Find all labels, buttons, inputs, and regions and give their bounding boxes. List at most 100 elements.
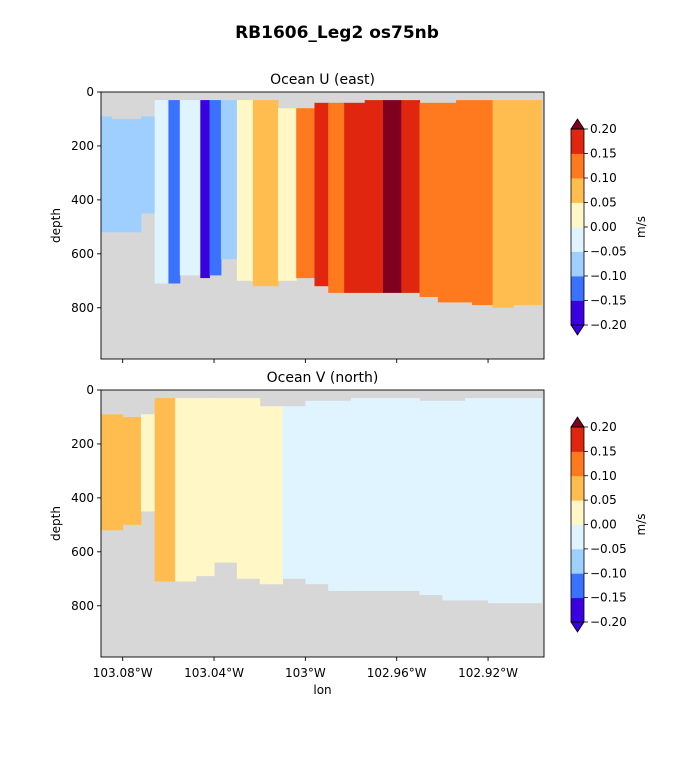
heatmap-cell: [328, 102, 345, 293]
colorbar-segment: [571, 178, 584, 203]
colorbar-segment: [571, 597, 584, 623]
colorbar-label: m/s: [634, 216, 648, 238]
plot-frame: [100, 91, 545, 360]
heatmap-cell: [252, 100, 279, 287]
colorbar-extend-min: [570, 621, 585, 633]
colorbar-tick-label: 0.15: [590, 147, 617, 161]
colorbar-tick-label: −0.10: [590, 566, 627, 580]
colorbar-segment: [571, 153, 584, 179]
colorbar-segment: [571, 300, 584, 326]
heatmap-cell: [141, 116, 156, 214]
colorbar-tick-label: −0.20: [590, 615, 627, 629]
colorbar-tick-label: 0.15: [590, 444, 617, 458]
heatmap-cell: [278, 108, 297, 281]
y-axis-label: depth: [49, 506, 63, 541]
colorbar-tick-label: 0.05: [590, 493, 617, 507]
colorbar-extend-max: [570, 118, 585, 130]
chart-title: Ocean V (north): [267, 370, 379, 386]
heatmap-cell: [488, 398, 512, 604]
colorbar-tick-label: 0.10: [590, 171, 617, 185]
chart-panel: Ocean U (east)0200400600800depth−0.20−0.…: [49, 72, 648, 363]
heatmap-cell: [154, 100, 169, 284]
y-axis-label: depth: [49, 208, 63, 243]
colorbar-tick-label: −0.05: [590, 245, 627, 259]
chart-title: Ocean U (east): [270, 72, 375, 88]
colorbar-tick-label: 0.00: [590, 518, 617, 532]
y-tick-label: 200: [71, 437, 94, 451]
y-tick-label: 400: [71, 491, 94, 505]
heatmap-cell: [314, 102, 329, 287]
y-tick-label: 600: [71, 545, 94, 559]
heatmap-cell: [456, 100, 473, 303]
x-tick-label: 102.92°W: [458, 666, 518, 680]
colorbar: −0.20 −0.15 −0.10 −0.05 0.00 0.05 0.10 0.15 0.20…: [570, 416, 648, 633]
colorbar-label: m/s: [634, 514, 648, 536]
colorbar-tick-label: −0.15: [590, 591, 627, 605]
heatmap-cell: [513, 100, 543, 306]
heatmap-cell: [396, 398, 420, 591]
figure-suptitle: RB1606_Leg2 os75nb: [235, 23, 439, 43]
colorbar-segment: [571, 500, 584, 525]
colorbar-tick-label: 0.20: [590, 420, 617, 434]
colorbar-extend-min: [570, 324, 585, 336]
colorbar-segment: [571, 202, 584, 228]
heatmap-cell: [305, 400, 329, 585]
heatmap-cell: [236, 398, 261, 579]
y-tick-label: 0: [86, 383, 94, 397]
heatmap-cell: [344, 102, 366, 293]
heatmap-cell: [351, 398, 375, 591]
y-tick-label: 0: [86, 85, 94, 99]
plot-frame: [100, 389, 545, 658]
heatmap-cell: [168, 100, 181, 284]
heatmap-cell: [195, 398, 215, 577]
heatmap-cell: [401, 100, 421, 293]
heatmap-cell: [373, 398, 398, 591]
colorbar-segment: [571, 548, 584, 574]
heatmap-cell: [492, 100, 514, 308]
x-axis-label: lon: [313, 683, 331, 697]
heatmap-cell: [465, 398, 489, 601]
heatmap-cell: [472, 100, 494, 306]
colorbar-segment: [571, 475, 584, 501]
heatmap-cell: [200, 100, 210, 279]
heatmap-cell: [296, 108, 315, 279]
colorbar-segment: [571, 251, 584, 277]
y-tick-label: 600: [71, 247, 94, 261]
colorbar-segment: [571, 129, 584, 154]
x-tick-label: 102.96°W: [367, 666, 427, 680]
colorbar-tick-label: 0.00: [590, 220, 617, 234]
colorbar-segment: [571, 276, 584, 301]
colorbar: −0.20 −0.15 −0.10 −0.05 0.00 0.05 0.10 0.15 0.20…: [570, 118, 648, 336]
heatmap-cell: [175, 398, 197, 582]
colorbar-tick-label: −0.05: [590, 542, 627, 556]
heatmap-cell: [282, 406, 306, 579]
x-tick-label: 103°W: [285, 666, 326, 680]
heatmap-cell: [383, 100, 402, 293]
heatmap-cell: [209, 100, 222, 276]
colorbar-segment: [571, 427, 584, 452]
y-tick-label: 400: [71, 193, 94, 207]
colorbar-tick-label: 0.05: [590, 196, 617, 210]
heatmap-cell: [259, 406, 283, 585]
y-tick-label: 800: [71, 599, 94, 613]
heatmap-cell: [437, 102, 457, 303]
colorbar-tick-label: 0.10: [590, 469, 617, 483]
colorbar-tick-label: −0.10: [590, 269, 627, 283]
y-tick-label: 800: [71, 301, 94, 315]
heatmap-cell: [510, 398, 543, 604]
heatmap-cell: [328, 400, 352, 591]
heatmap-cell: [236, 100, 254, 281]
heatmap-cell: [364, 100, 384, 293]
colorbar-tick-label: 0.20: [590, 122, 617, 136]
heatmap-cell: [179, 100, 201, 276]
heatmap-cell: [101, 414, 124, 531]
chart-panel: Ocean V (north) 0 200 400 600 800 depth 103.08°…: [49, 370, 648, 697]
heatmap-cell: [122, 417, 142, 525]
heatmap-cell: [419, 102, 439, 297]
colorbar-segment: [571, 451, 584, 477]
colorbar-segment: [571, 524, 584, 550]
colorbar-tick-label: −0.15: [590, 294, 627, 308]
heatmap-cell: [154, 398, 176, 582]
colorbar-segment: [571, 573, 584, 599]
